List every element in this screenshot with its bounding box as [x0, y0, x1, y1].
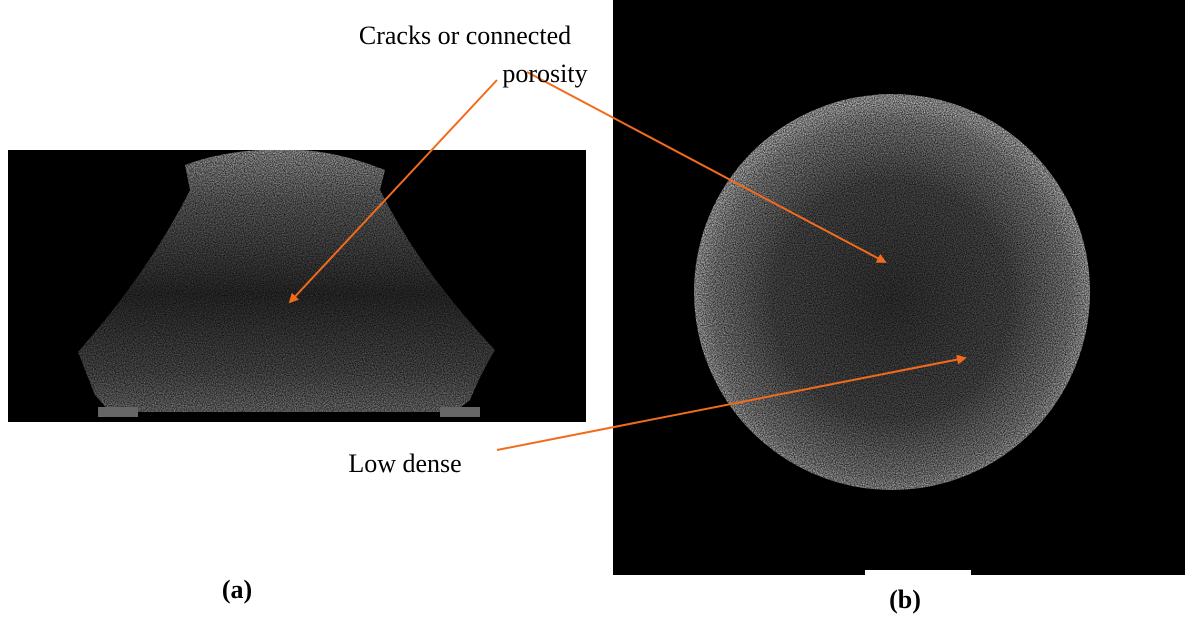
sample-b: [694, 94, 1090, 490]
page: Cracks or connected porosity Low dense (…: [0, 0, 1185, 617]
scale-bar: [865, 570, 971, 575]
sample-a-base: [98, 407, 138, 417]
sample-a-base: [440, 407, 480, 417]
panel-label: (a): [222, 575, 252, 604]
figure: Cracks or connected porosity Low dense (…: [0, 0, 1185, 617]
annotation: Low dense: [348, 449, 461, 478]
panel-label: (b): [889, 585, 921, 614]
annotation: Cracks or connected: [359, 21, 571, 50]
annotation: porosity: [502, 59, 587, 88]
